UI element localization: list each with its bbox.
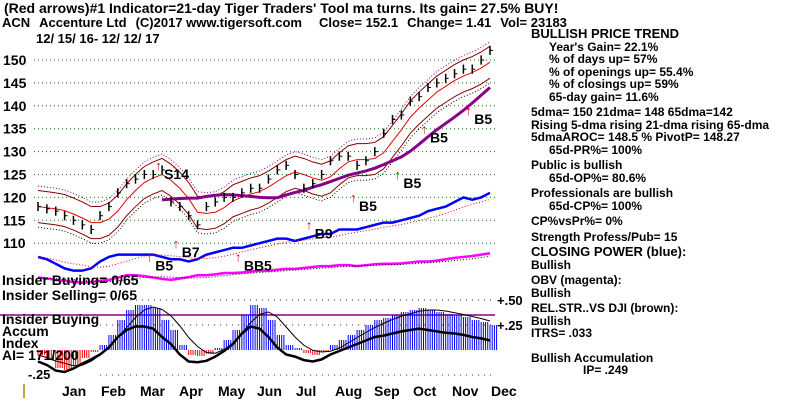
gain-65: 65-day gain= 11.6% [549,89,659,104]
signal-label: B9 [315,226,333,242]
closing-power-line [37,191,491,272]
buy-arrow-icon: ↑ [394,167,401,182]
indicator-title: (Red arrows)#1 Indicator=21-day Tiger Tr… [4,0,559,16]
strength: Strength Profess/Pub= 15 [531,229,678,244]
buy-arrow-icon: ↑ [173,236,180,251]
accum-label: Accum [2,323,49,339]
signal-label: B5 [474,111,492,127]
change-value: Change= 1.41 [407,15,492,30]
y-tick-label: 110 [3,235,26,251]
buy-arrow-icon: ↑ [146,250,153,265]
public-status: Public is bullish [531,158,623,172]
insider-buying-label: Insider Buying [2,311,100,327]
signal-label: BB5 [244,258,272,274]
month-label: Sep [374,383,400,399]
days-up: % of days up= 57% [549,52,658,66]
header-info-row: ACN Accenture Ltd (C)2017 www.tigersoft.… [2,16,567,30]
company-name: Accenture Ltd [39,15,127,30]
y-tick-label: 120 [3,189,27,205]
relstr-label: REL.STR..VS DJI (brown): [531,301,679,315]
itrs: ITRS= .033 [531,326,593,340]
month-label: Jan [62,383,86,399]
volume-value: Vol= 23183 [500,15,567,30]
copyright: (C)2017 www.tigersoft.com [135,15,302,30]
buy-arrow-icon: ↑ [235,250,242,265]
buy-arrow-icon: ↑ [350,190,357,205]
years-gain: Year's Gain= 22.1% [549,39,659,54]
stats-panel: BULLISH PRICE TREND Year's Gain= 22.1% %… [531,26,799,377]
signal-label: B5 [155,258,173,274]
trend-heading: BULLISH PRICE TREND [531,26,680,41]
openings-up: % of openings up= 55.4% [549,64,694,79]
op-65d: 65d-OP%= 80.6% [549,170,647,185]
accum-tick-label: -.25 [28,367,50,382]
obv-state: Bullish [531,285,572,300]
insider-buying: Insider Buying= 0/65 [2,272,139,288]
cp-65d: 65d-CP%= 100% [549,198,643,213]
ip-value: IP= .249 [583,363,629,377]
y-tick-label: 150 [3,52,27,68]
ma21-line [37,61,491,224]
month-label: Oct [413,383,437,399]
month-label: Mar [140,383,165,399]
month-label: Aug [335,383,362,399]
y-tick-label: 140 [3,98,27,114]
buy-arrow-icon: ↑ [306,218,313,233]
signal-label: B5 [359,198,377,214]
lower-band-dotted [37,82,491,244]
aroc-pivot: 5dmaAROC= 148.5 % PivotP= 148.27 [531,130,740,144]
accum-tick-label: +.25 [497,318,523,333]
signal-label: B5 [430,129,448,145]
ma65-line [161,86,491,202]
closing-power-label: CLOSING POWER (blue): [531,244,687,259]
professionals-status: Professionals are bullish [531,186,674,200]
month-label: Dec [491,383,517,399]
pr-65d: 65d-PR%= 100% [549,142,643,157]
ai-value: AI= 171/200 [2,347,79,363]
month-label: Jun [257,383,282,399]
accum-status: Bullish Accumulation [531,350,654,365]
close-value: Close= 152.1 [318,15,399,30]
month-label: May [218,383,245,399]
accum-ma-line [37,306,491,367]
dma-values: 5dma= 150 21dma= 148 65dma=142 [531,105,733,119]
y-tick-label: 135 [3,121,27,137]
closings-up: % of closings up= 59% [549,77,679,91]
signal-label: B5 [403,175,421,191]
month-label: Apr [179,383,204,399]
y-tick-label: 130 [3,144,27,160]
signal-label: S14 [164,166,189,182]
signal-label: B7 [182,244,200,260]
ticker: ACN [2,15,31,30]
obv-line [37,252,491,284]
upper-band [37,45,491,208]
buy-arrow-icon: ↑ [155,158,162,173]
y-tick-label: 115 [3,212,26,228]
y-tick-label: 145 [3,75,27,91]
obv-ma [37,255,491,282]
closing-power-state: Bullish [531,257,572,272]
month-label: Nov [452,383,479,399]
month-label: Jul [296,383,316,399]
buy-arrow-icon: ↑ [465,103,472,118]
buy-arrow-icon: ↑ [421,121,428,136]
cp-vs-pr: CP%vsPr%= 0% [531,214,623,228]
lower-band [37,77,491,240]
relstr-state: Bullish [531,313,572,328]
accum-tick-label: +.50 [497,293,523,308]
index-label: Index [2,335,39,351]
date-range: 12/ 15/ 16- 12/ 12/ 17 [36,31,160,46]
rising-dma: Rising 5-dma rising 21-dma rising 65-dma [531,117,770,132]
month-label: Feb [101,383,126,399]
insider-selling: Insider Selling= 0/65 [2,287,138,303]
obv-label: OBV (magenta): [531,273,622,287]
y-tick-label: 125 [3,167,27,183]
